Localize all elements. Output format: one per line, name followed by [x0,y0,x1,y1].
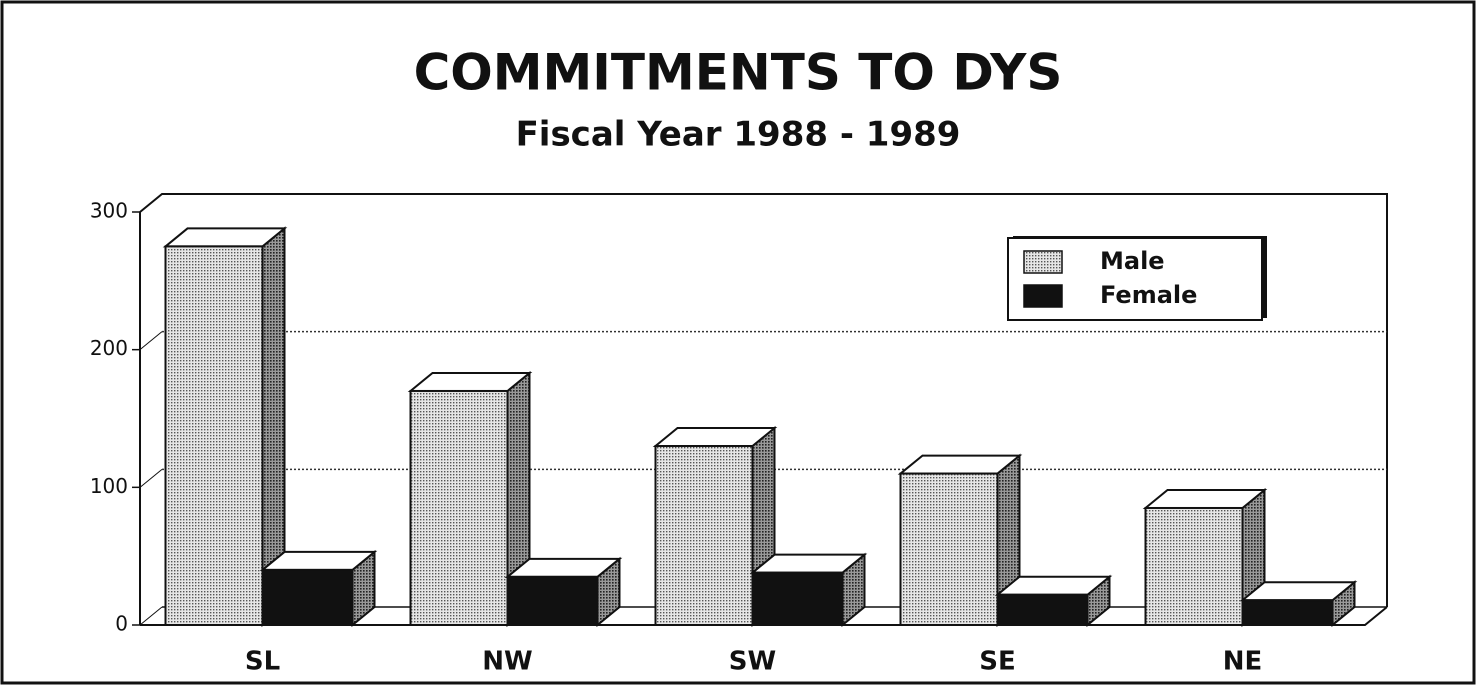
y-tick-label: 0 [115,612,128,636]
legend-swatch [1023,284,1063,308]
y-tick-label: 200 [90,336,128,360]
x-tick-label: NW [482,647,532,677]
x-tick-label: NE [1223,647,1263,677]
legend-label: Female [1100,281,1197,309]
legend-label: Male [1100,247,1165,275]
chart-subtitle: Fiscal Year 1988 - 1989 [516,115,961,155]
bar-top [652,427,778,448]
bar-top [897,454,1023,475]
y-tick-depth [139,193,163,213]
y-tick-depth [139,606,163,626]
bar [1144,506,1244,627]
chart-title: COMMITMENTS TO DYS [414,44,1063,102]
y-tick-depth [139,468,163,488]
bar-top [162,227,288,248]
bar [1241,599,1334,626]
legend-swatch [1023,250,1063,274]
y-tick-depth [139,331,163,351]
bar [506,575,599,626]
bar [409,389,509,627]
y-tick-label: 300 [90,199,128,223]
bar [164,245,264,627]
bar [751,571,844,626]
bar [996,593,1089,626]
bar [899,472,999,627]
bar [654,445,754,626]
x-tick-label: SL [245,647,280,677]
bar [261,568,354,627]
x-tick-label: SE [979,647,1016,677]
y-tick-label: 100 [90,474,128,498]
bar-top [1142,488,1268,509]
x-tick-label: SW [729,647,776,677]
bar-top [407,371,533,392]
